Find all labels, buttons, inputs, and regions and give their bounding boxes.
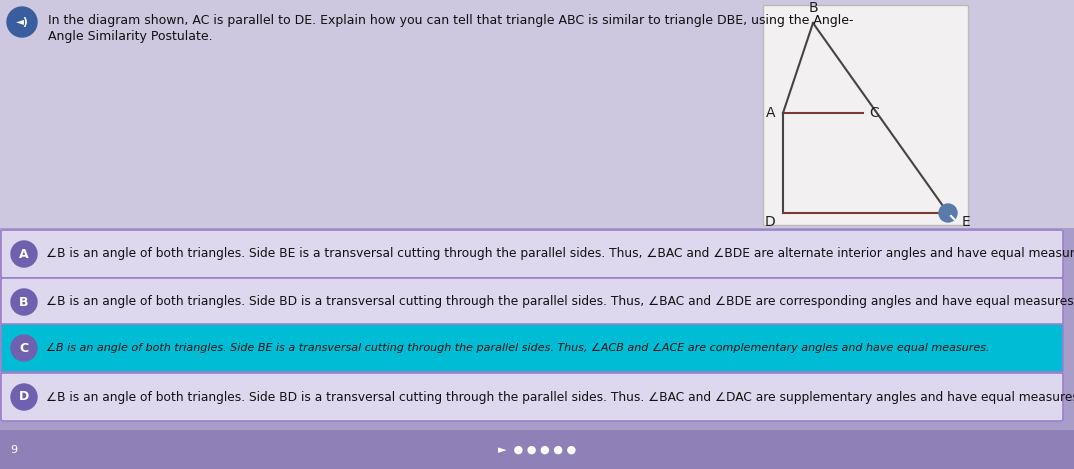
FancyBboxPatch shape [1,278,1063,326]
Text: ∠B is an angle of both triangles. Side BE is a transversal cutting through the p: ∠B is an angle of both triangles. Side B… [46,248,1074,260]
Circle shape [8,7,37,37]
FancyBboxPatch shape [1,230,1063,278]
Circle shape [11,335,37,361]
Circle shape [11,289,37,315]
FancyBboxPatch shape [1,324,1063,372]
Text: C: C [19,341,29,355]
Text: In the diagram shown, AC is parallel to DE. Explain how you can tell that triang: In the diagram shown, AC is parallel to … [48,14,854,27]
Text: Angle Similarity Postulate.: Angle Similarity Postulate. [48,30,213,43]
Text: ∠B is an angle of both triangles. Side BD is a transversal cutting through the p: ∠B is an angle of both triangles. Side B… [46,295,1074,309]
Text: E: E [962,215,971,229]
Circle shape [939,204,957,222]
Circle shape [11,241,37,267]
FancyBboxPatch shape [1,373,1063,421]
Text: D: D [765,215,775,229]
Text: ►  ● ● ● ● ●: ► ● ● ● ● ● [498,445,576,455]
Circle shape [11,384,37,410]
Text: A: A [766,106,775,120]
Text: B: B [809,1,817,15]
Text: A: A [19,248,29,260]
Text: C: C [869,106,879,120]
Text: B: B [19,295,29,309]
Text: ◄): ◄) [16,17,28,27]
Text: D: D [19,391,29,403]
Text: 9: 9 [10,445,17,455]
FancyBboxPatch shape [763,5,968,225]
FancyBboxPatch shape [0,0,1074,228]
Text: ∠B is an angle of both triangles. Side BD is a transversal cutting through the p: ∠B is an angle of both triangles. Side B… [46,391,1074,403]
FancyBboxPatch shape [0,430,1074,469]
Text: ∠B is an angle of both triangles. Side BE is a transversal cutting through the p: ∠B is an angle of both triangles. Side B… [46,343,989,353]
